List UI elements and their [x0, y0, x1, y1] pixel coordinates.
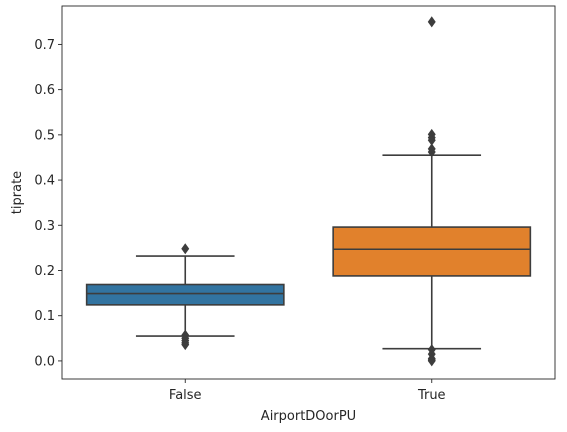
y-tick-label: 0.4 — [34, 174, 55, 189]
outlier-point — [181, 339, 190, 351]
iqr-box — [332, 226, 532, 277]
box-false — [85, 243, 285, 351]
y-axis: 0.0 0.1 0.2 0.3 0.4 0.5 0.6 0.7 — [34, 38, 62, 369]
x-axis: False True — [169, 379, 446, 403]
y-tick-label: 0.7 — [34, 38, 55, 53]
y-tick-label: 0.6 — [34, 83, 55, 98]
box-true — [332, 16, 532, 367]
outlier-point — [427, 16, 436, 28]
outlier-point — [427, 355, 436, 367]
y-tick-label: 0.1 — [34, 309, 55, 324]
y-tick-label: 0.0 — [34, 354, 55, 369]
y-tick-label: 0.2 — [34, 264, 55, 279]
axes-frame — [61, 5, 556, 380]
y-axis-label: tiprate — [10, 171, 25, 214]
y-tick-label: 0.3 — [34, 219, 55, 234]
x-axis-label: AirportDOorPU — [261, 409, 356, 424]
plot-area — [85, 16, 532, 367]
iqr-box — [85, 283, 285, 306]
outlier-point — [181, 243, 190, 255]
outlier-point — [427, 146, 436, 158]
x-tick-label: False — [169, 388, 202, 403]
x-tick-label: True — [417, 388, 446, 403]
y-tick-label: 0.5 — [34, 128, 55, 143]
